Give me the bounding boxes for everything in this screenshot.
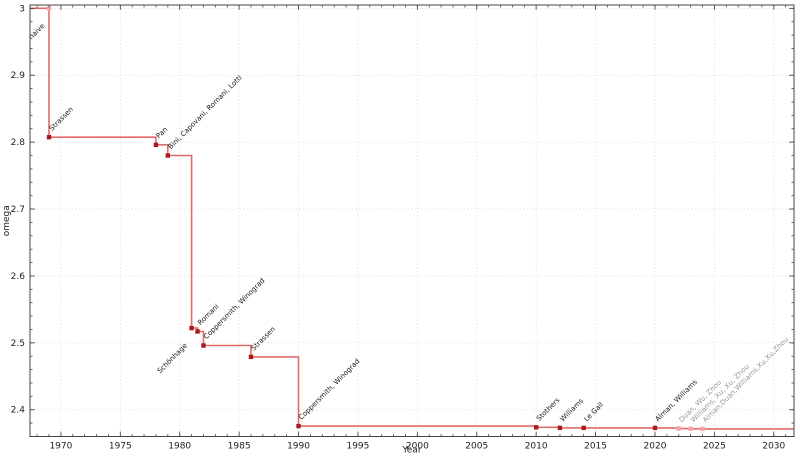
point-label: Le Gall xyxy=(582,401,605,424)
point-label: Strassen xyxy=(250,325,277,352)
x-tick-label: 2005 xyxy=(465,442,488,452)
point-label: Strassen xyxy=(48,105,75,132)
point-label: Schönhage xyxy=(156,342,189,375)
omega-step-line xyxy=(30,7,794,430)
point-label: Stothers xyxy=(535,396,562,423)
y-tick-label: 2.4 xyxy=(11,406,26,416)
data-point xyxy=(533,425,539,430)
x-tick-label: 2010 xyxy=(525,442,548,452)
series-line xyxy=(30,7,794,430)
data-point xyxy=(296,423,301,429)
x-tick-label: 2015 xyxy=(584,442,607,452)
data-point xyxy=(652,425,658,431)
data-point xyxy=(557,425,563,431)
x-axis-title: Year xyxy=(401,446,421,456)
gridlines xyxy=(30,5,794,437)
x-tick-label: 2020 xyxy=(644,442,667,452)
y-tick-label: 3 xyxy=(19,4,25,14)
data-point xyxy=(46,6,52,11)
x-tick-label: 1990 xyxy=(287,442,310,452)
data-point xyxy=(46,134,52,140)
y-tick-label: 2.7 xyxy=(11,205,25,215)
axis-titles: Year omega xyxy=(2,205,422,455)
y-tick-label: 2.9 xyxy=(11,71,26,81)
data-point xyxy=(195,329,200,334)
x-tick-label: 1980 xyxy=(168,442,191,452)
y-tick-label: 2.8 xyxy=(11,138,26,148)
x-tick-labels: 1970 1975 1980 1985 1990 1995 2000 2005 2010 2015… xyxy=(49,442,785,452)
data-point xyxy=(248,354,254,360)
point-label: Pan xyxy=(155,126,170,141)
x-tick-label: 2025 xyxy=(703,442,726,452)
data-point xyxy=(676,426,681,431)
x-tick-label: 1985 xyxy=(228,442,251,452)
y-tick-label: 2.6 xyxy=(11,272,26,282)
x-tick-label: 2000 xyxy=(406,442,429,452)
data-point xyxy=(581,425,586,431)
data-point xyxy=(189,325,194,331)
y-tick-labels: 2.4 2.5 2.6 2.7 2.8 2.9 3 xyxy=(11,4,26,415)
data-points xyxy=(46,6,705,432)
data-point xyxy=(201,343,206,348)
axis-ticks xyxy=(30,5,794,437)
point-label: Williams, Xu, Xu, Zhou xyxy=(689,363,751,425)
x-tick-label: 1970 xyxy=(49,442,72,452)
y-tick-label: 2.5 xyxy=(11,339,25,349)
point-label: Coppersmith, Winograd xyxy=(297,357,361,421)
x-tick-label: 2030 xyxy=(762,442,785,452)
x-tick-label: 1995 xyxy=(346,442,369,452)
data-point xyxy=(688,426,693,431)
point-label: Bini, Capovani, Romani, Lotti xyxy=(167,74,244,151)
plot-frame xyxy=(29,4,795,437)
y-axis-title: omega xyxy=(2,205,12,236)
data-point xyxy=(700,426,705,432)
data-point xyxy=(153,142,159,148)
x-tick-label: 1975 xyxy=(109,442,132,452)
data-point xyxy=(165,153,171,158)
